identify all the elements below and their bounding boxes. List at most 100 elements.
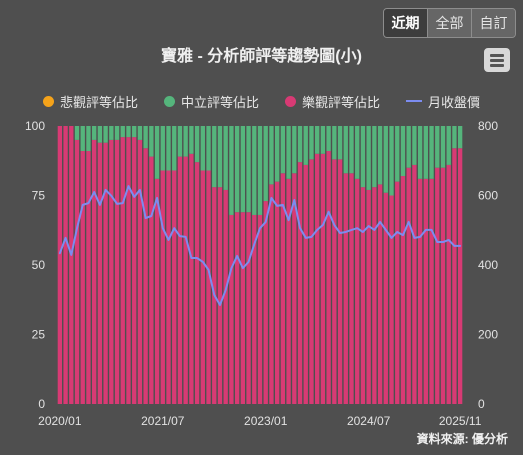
- bar-neutral[interactable]: [109, 126, 114, 140]
- bar-neutral[interactable]: [229, 126, 234, 215]
- bar-optimistic[interactable]: [149, 156, 154, 404]
- bar-optimistic[interactable]: [246, 212, 251, 404]
- bar-optimistic[interactable]: [137, 139, 143, 404]
- bar-stack[interactable]: [97, 126, 103, 404]
- bar-stack[interactable]: [183, 126, 188, 404]
- bar-stack[interactable]: [337, 126, 343, 404]
- bar-stack[interactable]: [280, 126, 286, 404]
- bar-stack[interactable]: [309, 126, 314, 404]
- bar-neutral[interactable]: [315, 126, 320, 154]
- bar-neutral[interactable]: [343, 126, 348, 174]
- bar-stack[interactable]: [149, 126, 154, 404]
- bar-stack[interactable]: [257, 126, 263, 404]
- bar-neutral[interactable]: [440, 126, 446, 168]
- bar-neutral[interactable]: [406, 126, 411, 168]
- bar-stack[interactable]: [355, 126, 360, 404]
- bar-neutral[interactable]: [86, 126, 91, 152]
- bar-stack[interactable]: [417, 126, 423, 404]
- bar-stack[interactable]: [406, 126, 411, 404]
- bar-stack[interactable]: [74, 126, 80, 404]
- bar-optimistic[interactable]: [280, 173, 286, 404]
- bar-optimistic[interactable]: [143, 148, 148, 404]
- price-line[interactable]: [58, 185, 462, 306]
- bar-stack[interactable]: [315, 126, 320, 404]
- bar-optimistic[interactable]: [417, 178, 423, 404]
- bar-optimistic[interactable]: [366, 189, 371, 404]
- bar-stack[interactable]: [223, 126, 228, 404]
- bar-optimistic[interactable]: [263, 201, 268, 404]
- bar-neutral[interactable]: [252, 126, 257, 215]
- bar-neutral[interactable]: [114, 126, 120, 140]
- bar-optimistic[interactable]: [457, 148, 463, 404]
- bar-neutral[interactable]: [143, 126, 148, 149]
- bar-optimistic[interactable]: [74, 139, 80, 404]
- bar-neutral[interactable]: [320, 126, 326, 154]
- bar-optimistic[interactable]: [320, 153, 326, 404]
- bar-stack[interactable]: [263, 126, 268, 404]
- bar-stack[interactable]: [120, 126, 125, 404]
- bar-stack[interactable]: [132, 126, 137, 404]
- chart-menu-button[interactable]: [484, 48, 510, 72]
- bar-neutral[interactable]: [377, 126, 383, 185]
- bar-optimistic[interactable]: [166, 170, 171, 404]
- bar-optimistic[interactable]: [343, 173, 348, 404]
- bar-neutral[interactable]: [234, 126, 240, 213]
- range-button-all[interactable]: 全部: [427, 9, 471, 37]
- bar-stack[interactable]: [286, 126, 291, 404]
- bar-neutral[interactable]: [166, 126, 171, 171]
- bar-neutral[interactable]: [172, 126, 177, 171]
- bar-neutral[interactable]: [457, 126, 463, 149]
- bar-stack[interactable]: [400, 126, 406, 404]
- bar-optimistic[interactable]: [372, 187, 377, 404]
- bar-optimistic[interactable]: [234, 212, 240, 404]
- bar-neutral[interactable]: [332, 126, 337, 160]
- bar-optimistic[interactable]: [355, 178, 360, 404]
- bar-optimistic[interactable]: [286, 178, 291, 404]
- bar-stack[interactable]: [177, 126, 183, 404]
- bar-optimistic[interactable]: [337, 159, 343, 404]
- bar-neutral[interactable]: [389, 126, 394, 196]
- bar-stack[interactable]: [126, 126, 131, 404]
- bar-optimistic[interactable]: [80, 151, 85, 404]
- bar-neutral[interactable]: [97, 126, 103, 143]
- bar-neutral[interactable]: [292, 126, 297, 174]
- bar-stack[interactable]: [246, 126, 251, 404]
- bar-neutral[interactable]: [74, 126, 80, 140]
- bar-stack[interactable]: [217, 126, 223, 404]
- bar-optimistic[interactable]: [257, 214, 263, 404]
- bar-optimistic[interactable]: [160, 170, 165, 404]
- bar-stack[interactable]: [194, 126, 200, 404]
- bar-stack[interactable]: [349, 126, 354, 404]
- bar-neutral[interactable]: [177, 126, 183, 157]
- bar-neutral[interactable]: [206, 126, 211, 171]
- bar-optimistic[interactable]: [395, 181, 400, 404]
- bar-optimistic[interactable]: [389, 195, 394, 405]
- bar-optimistic[interactable]: [269, 184, 274, 404]
- bar-neutral[interactable]: [297, 126, 303, 163]
- bar-optimistic[interactable]: [452, 148, 457, 404]
- bar-optimistic[interactable]: [240, 212, 246, 404]
- bar-stack[interactable]: [372, 126, 377, 404]
- bar-neutral[interactable]: [429, 126, 434, 179]
- bar-neutral[interactable]: [137, 126, 143, 140]
- bar-optimistic[interactable]: [183, 156, 188, 404]
- bar-neutral[interactable]: [423, 126, 428, 179]
- bar-optimistic[interactable]: [92, 139, 97, 404]
- bar-stack[interactable]: [452, 126, 457, 404]
- bar-stack[interactable]: [269, 126, 274, 404]
- bar-neutral[interactable]: [92, 126, 97, 140]
- bar-stack[interactable]: [234, 126, 240, 404]
- bar-optimistic[interactable]: [252, 214, 257, 404]
- bar-neutral[interactable]: [200, 126, 205, 171]
- bar-optimistic[interactable]: [383, 192, 388, 404]
- bar-stack[interactable]: [166, 126, 171, 404]
- bar-stack[interactable]: [320, 126, 326, 404]
- bar-optimistic[interactable]: [172, 170, 177, 404]
- bar-optimistic[interactable]: [229, 214, 234, 404]
- bar-neutral[interactable]: [435, 126, 440, 168]
- bar-optimistic[interactable]: [377, 184, 383, 404]
- bar-stack[interactable]: [137, 126, 143, 404]
- bar-neutral[interactable]: [286, 126, 291, 179]
- range-button-custom[interactable]: 自訂: [471, 9, 515, 37]
- bar-optimistic[interactable]: [423, 178, 428, 404]
